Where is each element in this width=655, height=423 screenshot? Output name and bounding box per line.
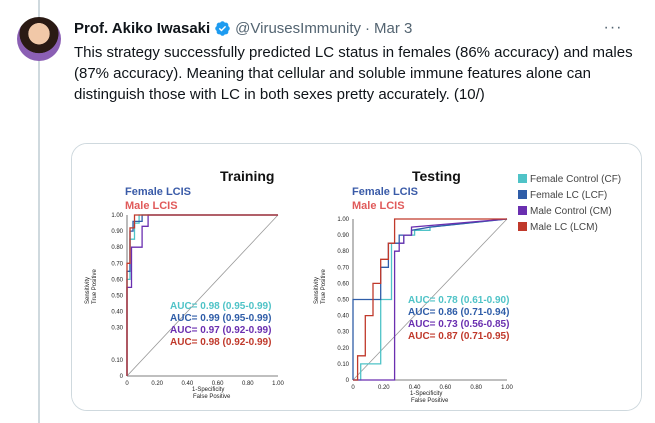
testing-y-tick: 0.90 bbox=[337, 233, 349, 239]
legend-female-control: Female Control (CF) bbox=[530, 174, 621, 185]
separator-dot: · bbox=[365, 19, 370, 37]
roc-figure: Training Female LCIS Male LCIS 0 0.20 0.40… bbox=[72, 144, 641, 410]
training-y-tick: 0.10 bbox=[111, 358, 123, 364]
more-options-icon[interactable]: ··· bbox=[603, 19, 623, 36]
legend-swatch-male-control bbox=[518, 206, 527, 215]
testing-roc-male-control bbox=[353, 218, 508, 381]
training-auc-male-lc: AUC= 0.98 (0.92-0.99) bbox=[170, 337, 271, 348]
testing-title: Testing bbox=[412, 168, 461, 184]
training-roc-female-lc bbox=[126, 214, 278, 376]
testing-y-tick: 1.00 bbox=[337, 217, 349, 223]
training-x-label-1: 1-Specificity bbox=[192, 387, 224, 393]
training-y-tick: 0.90 bbox=[111, 229, 123, 235]
testing-chance-line bbox=[352, 218, 508, 381]
training-y-tick: 1.00 bbox=[111, 213, 123, 219]
legend-male-control: Male Control (CM) bbox=[530, 206, 612, 217]
training-female-label: Female LCIS bbox=[125, 186, 191, 198]
author-name[interactable]: Prof. Akiko Iwasaki bbox=[74, 19, 211, 37]
testing-x-label-1: 1-Specificity bbox=[410, 391, 442, 397]
testing-y-tick: 0.30 bbox=[337, 330, 349, 336]
training-roc-female-control bbox=[126, 214, 278, 376]
training-y-tick: 0.70 bbox=[111, 261, 123, 267]
testing-x-tick: 0.20 bbox=[378, 385, 390, 391]
testing-auc-male-control: AUC= 0.73 (0.56-0.85) bbox=[408, 319, 509, 330]
training-x-label-2: False Positive bbox=[193, 394, 231, 400]
training-y-tick: 0.60 bbox=[111, 277, 123, 283]
training-roc-male-lc bbox=[126, 214, 278, 376]
training-x-tick: 0.80 bbox=[242, 381, 254, 387]
training-male-label: Male LCIS bbox=[125, 200, 178, 212]
training-y-label-1: Sensitivity bbox=[85, 277, 91, 304]
testing-y-tick: 0.20 bbox=[337, 346, 349, 352]
legend-swatch-female-control bbox=[518, 174, 527, 183]
testing-y-tick: 0.40 bbox=[337, 314, 349, 320]
figure-background bbox=[72, 144, 641, 410]
testing-male-label: Male LCIS bbox=[352, 200, 405, 212]
legend-female-lc: Female LC (LCF) bbox=[530, 190, 607, 201]
legend-male-lc: Male LC (LCM) bbox=[530, 222, 598, 233]
training-y-tick: 0 bbox=[120, 374, 124, 380]
testing-y-tick: 0.50 bbox=[337, 298, 349, 304]
training-y-tick: 0.50 bbox=[111, 294, 123, 300]
training-auc-male-control: AUC= 0.97 (0.92-0.99) bbox=[170, 325, 271, 336]
training-chance-line bbox=[126, 214, 279, 377]
training-x-tick: 0.60 bbox=[212, 381, 224, 387]
training-y-label-2: True Positive bbox=[92, 269, 98, 304]
training-y-tick: 0.80 bbox=[111, 245, 123, 251]
testing-roc-male-lc bbox=[353, 218, 507, 381]
training-plot-area: 0 0.20 0.40 0.60 0.80 1.00 1.00 0.90 0.80 0.70 0.6… bbox=[111, 213, 284, 387]
training-title: Training bbox=[220, 168, 274, 184]
testing-x-tick: 0.80 bbox=[470, 385, 482, 391]
testing-y-tick: 0 bbox=[346, 378, 350, 384]
testing-x-tick: 0.40 bbox=[409, 385, 421, 391]
training-x-tick: 0 bbox=[125, 381, 129, 387]
training-auc-female-lc: AUC= 0.99 (0.95-0.99) bbox=[170, 313, 271, 324]
testing-auc-male-lc: AUC= 0.87 (0.71-0.95) bbox=[408, 331, 509, 342]
tweet-date[interactable]: Mar 3 bbox=[374, 19, 413, 37]
testing-x-tick: 1.00 bbox=[501, 385, 513, 391]
testing-x-label-2: False Positive bbox=[411, 398, 449, 404]
testing-x-tick: 0.60 bbox=[440, 385, 452, 391]
thread-line bbox=[38, 0, 40, 423]
training-auc-female-control: AUC= 0.98 (0.95-0.99) bbox=[170, 301, 271, 312]
testing-auc-female-control: AUC= 0.78 (0.61-0.90) bbox=[408, 295, 509, 306]
tweet-media-figure[interactable]: Training Female LCIS Male LCIS 0 0.20 0.40… bbox=[71, 143, 642, 411]
tweet-header: Prof. Akiko Iwasaki @VirusesImmunity · M… bbox=[74, 17, 634, 39]
testing-y-tick: 0.60 bbox=[337, 281, 349, 287]
training-y-tick: 0.30 bbox=[111, 326, 123, 332]
training-y-tick: 0.40 bbox=[111, 310, 123, 316]
tweet-text: This strategy successfully predicted LC … bbox=[74, 44, 633, 103]
testing-plot-area: 0 0.20 0.40 0.60 0.80 1.00 1.00 0.90 0.80 0.70 0.6… bbox=[337, 217, 513, 391]
training-roc-male-control bbox=[126, 214, 278, 376]
testing-y-label-1: Sensitivity bbox=[314, 277, 320, 304]
training-x-tick: 1.00 bbox=[272, 381, 284, 387]
figure-legend: Female Control (CF) Female LC (LCF) Male… bbox=[518, 174, 621, 233]
testing-y-tick: 0.10 bbox=[337, 362, 349, 368]
verified-badge-icon bbox=[215, 20, 230, 36]
avatar[interactable] bbox=[17, 17, 61, 61]
testing-y-tick: 0.70 bbox=[337, 265, 349, 271]
author-handle[interactable]: @VirusesImmunity bbox=[235, 19, 361, 37]
testing-y-label-2: True Positive bbox=[321, 269, 327, 304]
training-x-tick: 0.20 bbox=[151, 381, 163, 387]
testing-x-tick: 0 bbox=[351, 385, 355, 391]
legend-swatch-male-lc bbox=[518, 222, 527, 231]
testing-y-tick: 0.80 bbox=[337, 249, 349, 255]
training-x-tick: 0.40 bbox=[182, 381, 194, 387]
legend-swatch-female-lc bbox=[518, 190, 527, 199]
testing-auc-female-lc: AUC= 0.86 (0.71-0.94) bbox=[408, 307, 509, 318]
testing-female-label: Female LCIS bbox=[352, 186, 418, 198]
